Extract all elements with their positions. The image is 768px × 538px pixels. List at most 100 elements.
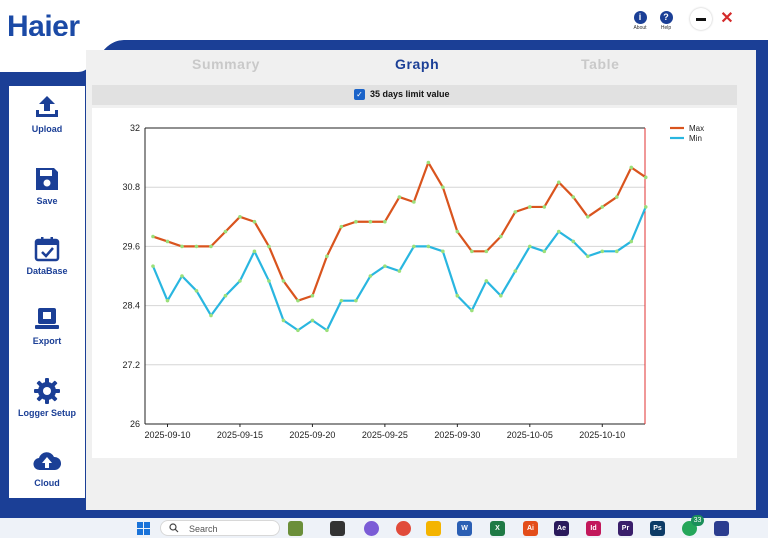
data-point [281,318,286,323]
x-tick-label: 2025-09-15 [217,430,263,440]
x-tick-label: 2025-09-20 [289,430,335,440]
data-point [325,254,329,259]
data-point [194,244,199,249]
data-point [368,219,373,224]
data-point [614,249,619,254]
task-view-icon[interactable] [330,521,345,536]
windows-start-icon[interactable] [137,522,150,535]
widgets-icon[interactable] [288,521,303,536]
close-button[interactable]: ✕ [716,8,738,30]
data-point [455,293,460,298]
minimize-button[interactable] [690,8,712,30]
sidebar-item-database[interactable]: DataBase [9,236,85,296]
data-point [397,269,402,273]
photoshop-icon[interactable]: Ps [650,521,665,536]
data-point [339,298,344,303]
sidebar-item-upload[interactable]: Upload [9,94,85,154]
data-point [455,229,460,234]
data-point [600,205,605,209]
data-point [542,249,547,254]
sidebar-item-cloud[interactable]: Cloud [9,448,85,508]
data-point [238,215,242,219]
x-tick-label: 2025-09-25 [362,430,408,440]
chrome-icon[interactable] [396,521,411,536]
floppy-disk-icon [36,168,58,190]
data-point [528,205,532,209]
tab-summary[interactable]: Summary [192,56,261,72]
data-point [165,239,170,244]
app-icon[interactable] [714,521,729,536]
question-icon: ? [659,11,673,24]
data-point [441,249,445,254]
data-point [223,229,228,234]
legend-label-max: Max [689,124,704,133]
taskbar: Search W X Ai Ae Id Pr Ps 33 [0,515,768,538]
x-tick-label: 2025-10-05 [507,430,553,440]
excel-icon[interactable]: X [490,521,505,536]
data-point [470,249,474,254]
taskbar-search[interactable]: Search [160,520,280,536]
minimize-icon [696,18,706,21]
indesign-icon[interactable]: Id [586,521,601,536]
data-point [325,328,329,333]
y-tick-label: 27.2 [122,360,140,370]
data-point [412,200,416,204]
data-point [397,195,402,199]
data-point [629,165,634,170]
data-point [151,264,155,268]
data-point [513,269,518,273]
data-point [383,219,387,224]
sidebar-item-label: Export [32,336,62,346]
help-button[interactable]: ? Help [658,11,674,31]
data-point [310,318,315,323]
data-point [383,264,387,268]
data-point [556,180,561,185]
word-icon[interactable]: W [457,521,472,536]
chart-panel: 26 27.2 28.4 29.6 30.8 32 2025-09-10 2025-09-15… [92,108,737,458]
data-point [484,249,489,254]
export-icon [35,308,59,329]
x-tick-label: 2025-10-10 [579,430,625,440]
sidebar-item-export[interactable]: Export [9,306,85,366]
cloud-upload-icon [33,452,62,471]
premiere-icon[interactable]: Pr [618,521,633,536]
data-point [354,219,358,224]
y-tick-label: 26 [130,419,140,429]
illustrator-icon[interactable]: Ai [523,521,538,536]
search-icon [169,523,179,533]
data-point [614,195,619,199]
data-point [296,298,300,303]
sidebar: Upload Save DataBase [9,86,85,498]
tab-graph[interactable]: Graph [395,56,440,72]
teams-icon[interactable] [364,521,379,536]
limit-checkbox[interactable]: ✓ [354,89,365,100]
upload-icon [36,96,58,117]
y-tick-label: 30.8 [122,182,140,192]
sidebar-item-save[interactable]: Save [9,166,85,226]
about-button[interactable]: i About [632,11,648,31]
y-tick-label: 29.6 [122,241,140,251]
drive-icon[interactable] [426,521,441,536]
data-point [556,229,561,234]
data-point [339,224,344,229]
gear-icon [34,378,60,404]
legend-label-min: Min [689,134,702,143]
after-effects-icon[interactable]: Ae [554,521,569,536]
data-point [151,234,155,239]
data-point [252,249,257,254]
data-point [643,175,648,180]
data-point [513,210,518,214]
data-point [643,205,648,209]
sidebar-item-logger-setup[interactable]: Logger Setup [9,378,85,438]
data-point [499,234,503,239]
tab-table[interactable]: Table [581,56,620,72]
options-bar: ✓ 35 days limit value [92,85,737,105]
series-line-min [151,206,647,332]
data-point [629,239,634,244]
data-point [484,279,489,283]
data-point [542,205,547,209]
data-point [354,298,358,303]
close-icon: ✕ [720,10,734,27]
data-point [499,293,503,298]
data-point [426,244,431,249]
